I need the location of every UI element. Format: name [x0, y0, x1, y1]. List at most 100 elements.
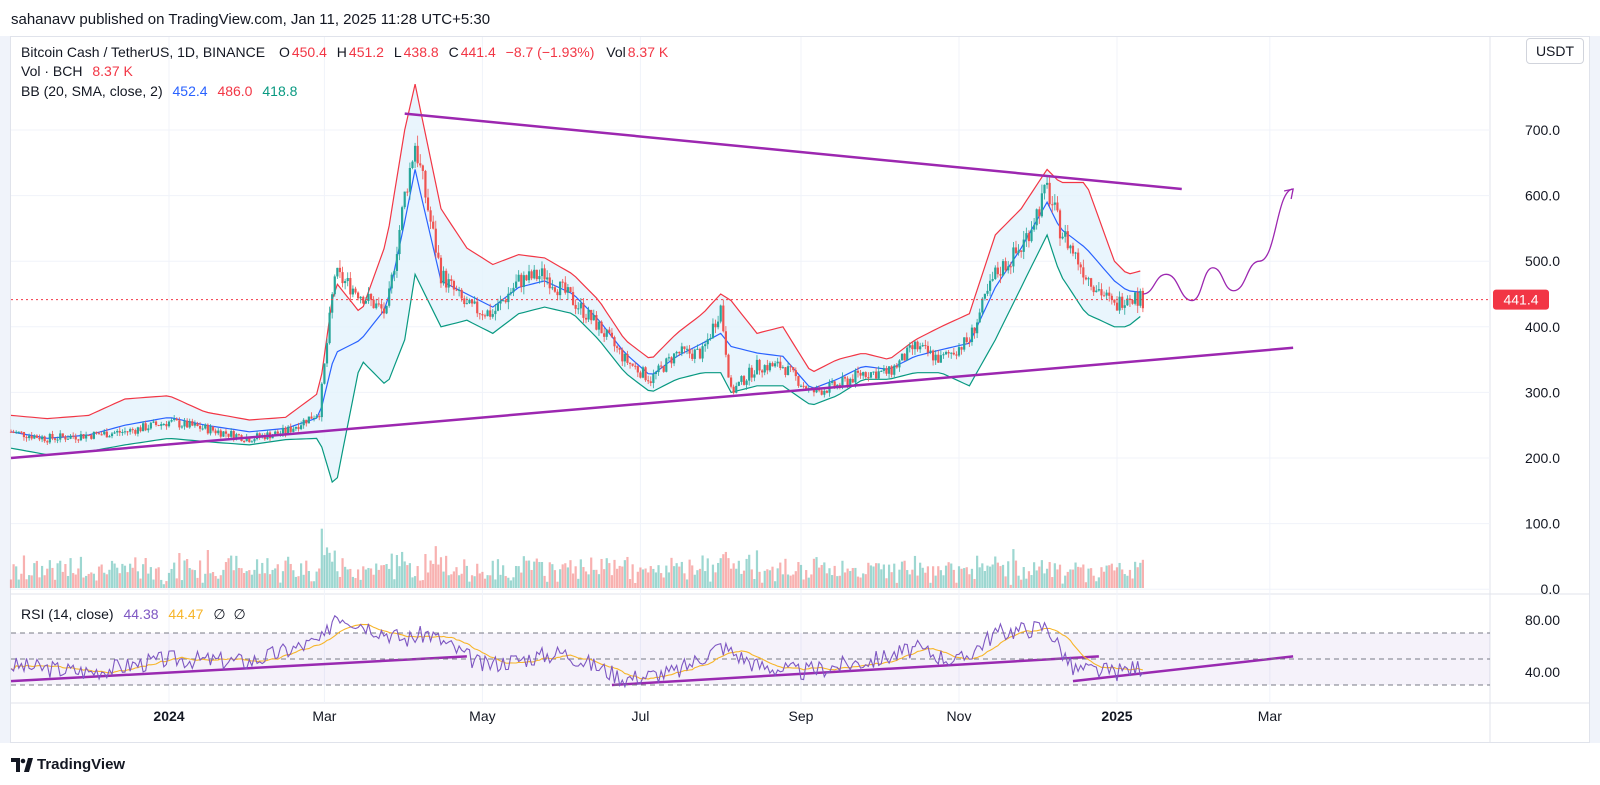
candle-body [457, 289, 461, 291]
volume-bar [227, 558, 230, 588]
candle-body [284, 427, 287, 434]
volume-bar [665, 565, 668, 588]
candle-body [196, 423, 199, 427]
volume-bar [214, 576, 217, 588]
candle-body [900, 353, 904, 361]
volume-bar [1033, 562, 1036, 588]
volume-bar [103, 572, 106, 588]
volume-bar [230, 555, 233, 588]
volume-bar [263, 573, 266, 588]
candle-body [198, 426, 202, 429]
candle-body [1009, 266, 1012, 268]
symbol-title[interactable]: Bitcoin Cash / TetherUS, 1D, BINANCE [21, 44, 266, 60]
candle-body [421, 165, 424, 171]
volume-bar [72, 573, 75, 588]
axes: 700.0 600.0 500.0 400.0 300.0 200.0 100.0 0.0 20… [153, 122, 1560, 724]
volume-bar [688, 559, 691, 588]
volume-bar [880, 569, 883, 588]
volume-bar [1014, 560, 1018, 588]
trendlines[interactable] [10, 112, 1294, 687]
candle-body [805, 386, 808, 390]
bb-label[interactable]: BB (20, SMA, close, 2) [21, 83, 163, 99]
candle-body [496, 303, 500, 311]
candle-body [913, 341, 917, 350]
candle-body [312, 417, 316, 419]
candle-body [882, 368, 885, 371]
tradingview-logo[interactable]: TradingView [11, 756, 125, 773]
candle-body [310, 416, 313, 419]
volume-bar [447, 575, 450, 588]
candle-body [613, 337, 616, 347]
currency-button[interactable]: USDT [1526, 38, 1584, 64]
candle-body [520, 274, 523, 287]
candle-body [302, 419, 305, 426]
volume-bar [1035, 570, 1038, 588]
candle-body [911, 345, 914, 350]
volume-bar [240, 568, 243, 588]
candle-body [141, 423, 145, 432]
volume-bar [849, 571, 852, 588]
candle-body [926, 345, 930, 353]
volume-bar [546, 581, 549, 588]
rsi-line [10, 614, 1144, 689]
candle-body [419, 163, 422, 166]
candle-body [333, 276, 336, 295]
volume-bar [735, 568, 738, 588]
candle-body [1084, 277, 1088, 280]
volume-bar [1001, 564, 1005, 588]
candle-body [416, 145, 419, 164]
candle-body [502, 300, 505, 302]
volume-bar [846, 568, 849, 588]
volume-bar [877, 563, 880, 588]
volume-bar [983, 570, 987, 588]
candle-body [970, 327, 974, 343]
volume-bar [781, 574, 784, 588]
candle-body [56, 439, 59, 441]
time-tick-label: Mar [1258, 708, 1282, 724]
rsi-label[interactable]: RSI (14, close) [21, 606, 114, 622]
candle-body [103, 431, 106, 435]
volume-bar [92, 573, 95, 588]
candle-body [476, 301, 479, 314]
volume-bar [255, 559, 259, 588]
volume-indicator-label[interactable]: Vol · BCH [21, 63, 83, 79]
candle-body [615, 346, 619, 348]
volume-bar [294, 576, 298, 588]
candle-body [90, 435, 93, 439]
volume-bar [1004, 576, 1007, 588]
volume-bar [478, 573, 481, 588]
price-tick-label: 100.0 [1525, 516, 1560, 532]
volume-bar [652, 568, 655, 588]
volume-bar [908, 574, 911, 588]
volume-bar [988, 566, 992, 588]
volume-bar [564, 563, 567, 588]
volume-bar [921, 567, 924, 588]
volume-bar [69, 558, 72, 588]
volume-bar [1038, 566, 1041, 588]
candle-body [766, 365, 769, 371]
volume-bar [644, 568, 647, 588]
volume-bar [820, 565, 823, 588]
candle-body [872, 371, 875, 373]
volume-bar [160, 579, 163, 588]
candle-body [947, 352, 950, 354]
candle-body [447, 279, 450, 288]
volume-bar [349, 568, 352, 588]
volume-bar [413, 576, 417, 588]
candle-body [670, 357, 673, 364]
candle-body [797, 376, 800, 386]
candle-body [245, 437, 248, 442]
candle-body [486, 310, 489, 317]
candle-body [1022, 239, 1025, 252]
candle-body [701, 346, 704, 359]
candle-body [346, 278, 349, 282]
candle-body [188, 421, 191, 428]
volume-bar [110, 560, 114, 588]
candle-body [610, 332, 614, 338]
volume-bar [709, 581, 712, 588]
volume-bar [828, 568, 831, 588]
volume-bar [473, 576, 476, 588]
price-tick-label: 400.0 [1525, 319, 1560, 335]
candle-body [722, 305, 725, 332]
